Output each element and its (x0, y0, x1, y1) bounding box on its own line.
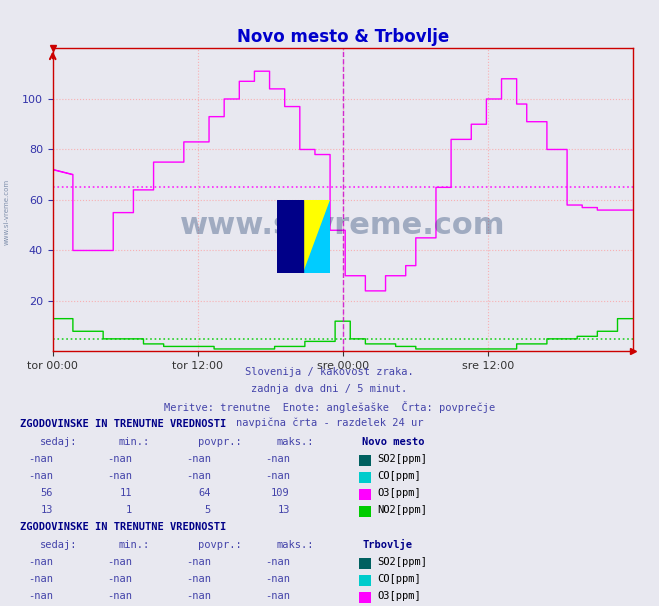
Text: -nan: -nan (265, 591, 290, 601)
Text: sedaj:: sedaj: (40, 438, 77, 447)
Text: -nan: -nan (28, 471, 53, 481)
Text: SO2[ppm]: SO2[ppm] (377, 454, 427, 464)
Text: -nan: -nan (107, 558, 132, 567)
Polygon shape (277, 200, 330, 273)
Text: NO2[ppm]: NO2[ppm] (377, 505, 427, 515)
Text: -nan: -nan (28, 454, 53, 464)
Text: -nan: -nan (28, 574, 53, 584)
Polygon shape (277, 200, 303, 273)
Text: 11: 11 (119, 488, 132, 498)
Text: -nan: -nan (186, 574, 211, 584)
Text: -nan: -nan (265, 454, 290, 464)
Text: Novo mesto: Novo mesto (362, 438, 425, 447)
Text: navpična črta - razdelek 24 ur: navpična črta - razdelek 24 ur (236, 418, 423, 428)
Text: ZGODOVINSKE IN TRENUTNE VREDNOSTI: ZGODOVINSKE IN TRENUTNE VREDNOSTI (20, 419, 226, 429)
Text: maks.:: maks.: (277, 438, 314, 447)
Text: CO[ppm]: CO[ppm] (377, 574, 420, 584)
Text: 109: 109 (272, 488, 290, 498)
Text: -nan: -nan (28, 558, 53, 567)
Text: -nan: -nan (265, 558, 290, 567)
Text: povpr.:: povpr.: (198, 438, 241, 447)
Text: -nan: -nan (186, 591, 211, 601)
Text: -nan: -nan (186, 471, 211, 481)
Text: 5: 5 (205, 505, 211, 515)
Text: min.:: min.: (119, 438, 150, 447)
Text: www.si-vreme.com: www.si-vreme.com (180, 211, 505, 240)
Text: -nan: -nan (107, 574, 132, 584)
Text: Slovenija / kakovost zraka.: Slovenija / kakovost zraka. (245, 367, 414, 377)
Text: O3[ppm]: O3[ppm] (377, 488, 420, 498)
Text: sedaj:: sedaj: (40, 541, 77, 550)
Text: O3[ppm]: O3[ppm] (377, 591, 420, 601)
Text: 56: 56 (40, 488, 53, 498)
Text: 13: 13 (277, 505, 290, 515)
Text: zadnja dva dni / 5 minut.: zadnja dva dni / 5 minut. (251, 384, 408, 394)
Polygon shape (303, 200, 330, 273)
Text: -nan: -nan (107, 591, 132, 601)
Text: povpr.:: povpr.: (198, 541, 241, 550)
Text: 1: 1 (126, 505, 132, 515)
Text: CO[ppm]: CO[ppm] (377, 471, 420, 481)
Text: -nan: -nan (265, 471, 290, 481)
Text: -nan: -nan (186, 454, 211, 464)
Text: -nan: -nan (107, 471, 132, 481)
Text: SO2[ppm]: SO2[ppm] (377, 558, 427, 567)
Text: 64: 64 (198, 488, 211, 498)
Text: ZGODOVINSKE IN TRENUTNE VREDNOSTI: ZGODOVINSKE IN TRENUTNE VREDNOSTI (20, 522, 226, 532)
Text: -nan: -nan (265, 574, 290, 584)
Title: Novo mesto & Trbovlje: Novo mesto & Trbovlje (237, 27, 449, 45)
Text: -nan: -nan (186, 558, 211, 567)
Text: Trbovlje: Trbovlje (362, 539, 413, 550)
Text: maks.:: maks.: (277, 541, 314, 550)
Text: -nan: -nan (28, 591, 53, 601)
Text: www.si-vreme.com: www.si-vreme.com (3, 179, 10, 245)
Text: min.:: min.: (119, 541, 150, 550)
Text: Meritve: trenutne  Enote: anglešaške  Črta: povprečje: Meritve: trenutne Enote: anglešaške Črta… (164, 401, 495, 413)
Text: -nan: -nan (107, 454, 132, 464)
Text: 13: 13 (40, 505, 53, 515)
